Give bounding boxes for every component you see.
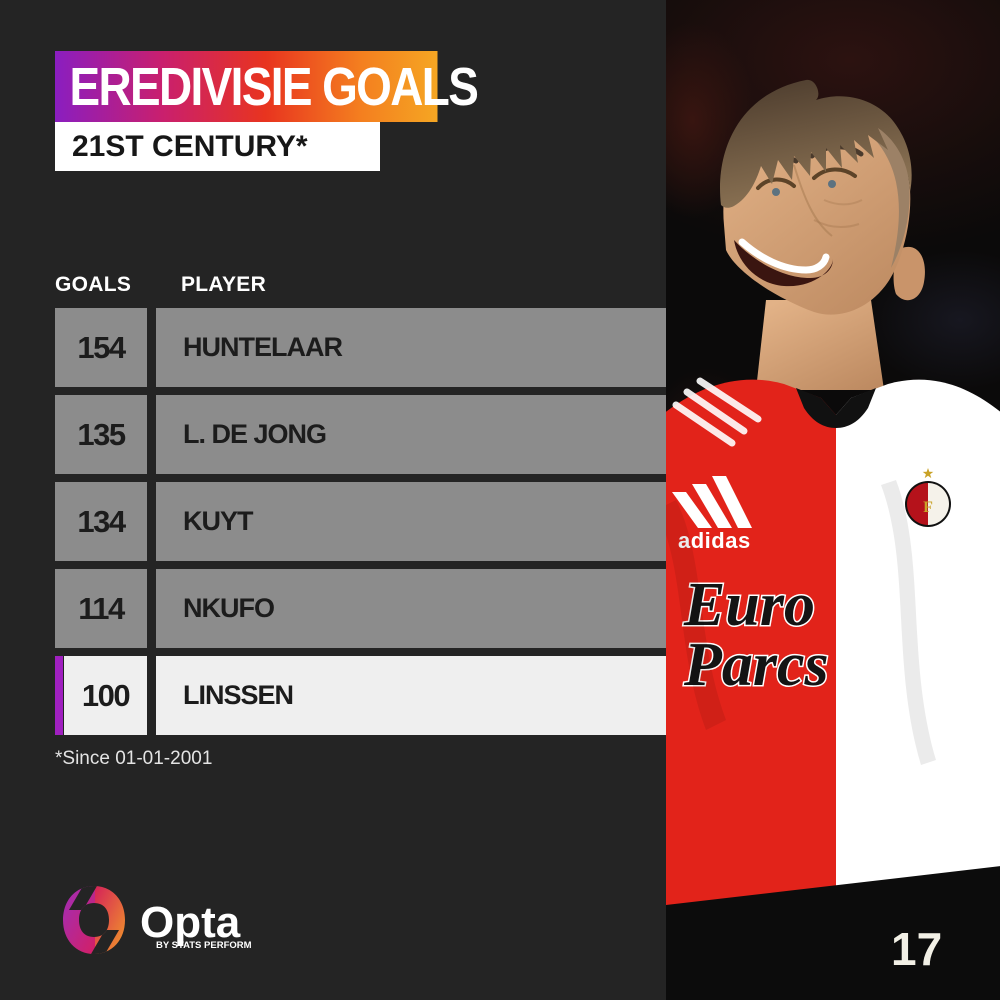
svg-text:BY STATS PERFORM: BY STATS PERFORM	[156, 940, 252, 951]
svg-text:F: F	[923, 499, 933, 516]
svg-text:17: 17	[891, 923, 942, 975]
